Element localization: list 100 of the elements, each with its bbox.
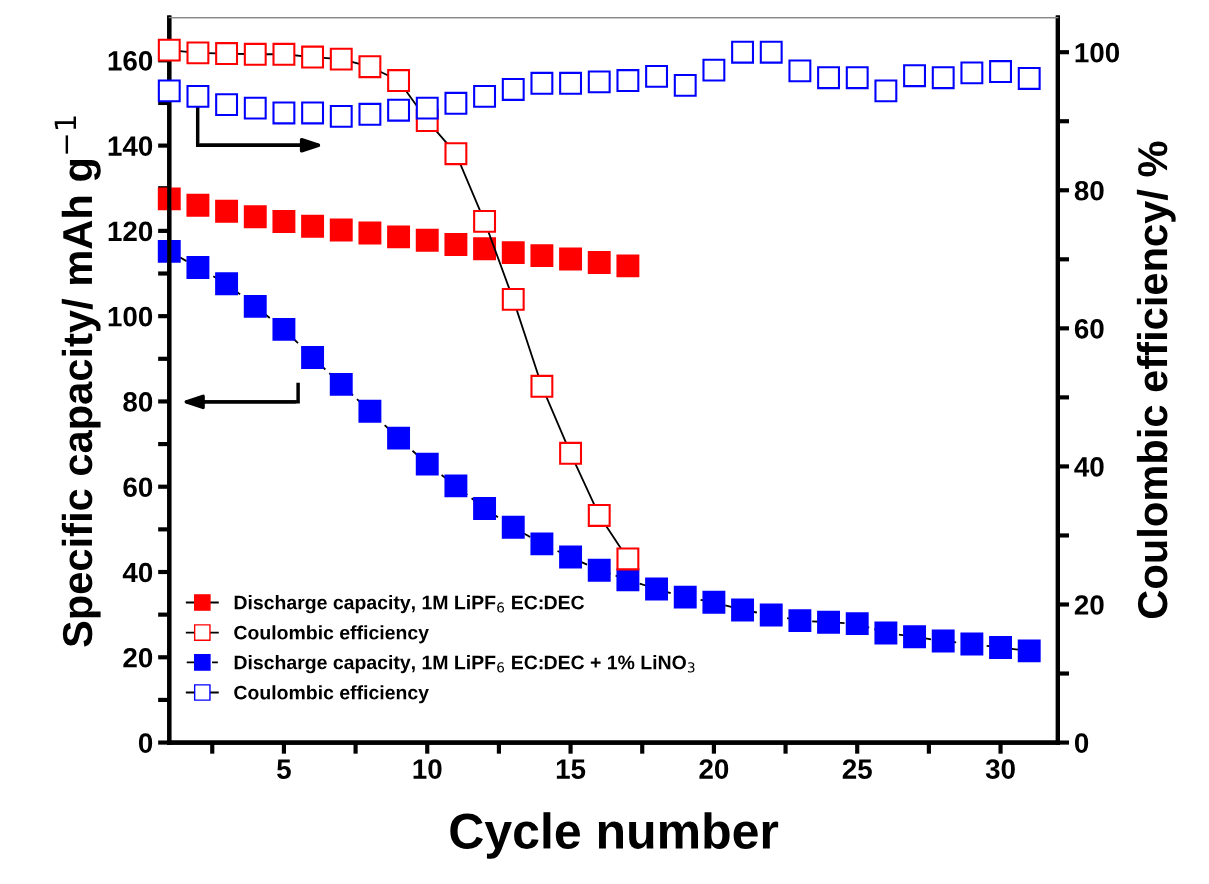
point <box>444 474 468 498</box>
point <box>387 225 411 249</box>
point <box>329 372 353 396</box>
point <box>874 79 898 103</box>
point <box>530 71 554 95</box>
point <box>731 598 755 622</box>
point <box>530 244 554 268</box>
point <box>559 247 583 271</box>
point <box>1017 639 1041 663</box>
point <box>645 64 669 88</box>
point <box>358 399 382 423</box>
point <box>415 228 439 252</box>
point <box>473 497 497 520</box>
point <box>272 210 296 233</box>
point <box>215 199 239 223</box>
legend-label: Discharge capacity, 1M LiPF$_{6}$ EC:DEC + 1% LiNO$_{3}$ <box>234 655 695 674</box>
point <box>817 66 841 90</box>
x-tick-label: 15 <box>556 759 586 779</box>
point <box>616 568 640 592</box>
point <box>559 71 583 95</box>
point <box>673 585 697 609</box>
point <box>444 142 468 166</box>
y2-tick-label: 40 <box>1074 457 1104 477</box>
point <box>501 515 525 539</box>
y-tick-label: 120 <box>108 221 153 242</box>
point <box>501 241 525 265</box>
x-tick-label: 25 <box>842 759 872 779</box>
point <box>473 84 497 108</box>
point <box>301 101 325 125</box>
point <box>845 66 869 90</box>
point <box>301 214 325 238</box>
point <box>473 237 497 261</box>
point <box>301 346 325 369</box>
point <box>845 612 869 636</box>
y-tick-label: 20 <box>123 647 153 668</box>
legend-label: Discharge capacity, 1M LiPF$_{6}$ EC:DEC <box>234 595 585 614</box>
point <box>415 96 439 120</box>
point <box>186 193 210 217</box>
y2-axis-title: Coulombic efficiency/ % <box>1136 141 1176 619</box>
point <box>702 58 726 82</box>
point <box>387 426 411 450</box>
point <box>358 55 382 79</box>
point <box>587 70 611 94</box>
y-tick-label: 40 <box>122 562 153 583</box>
point <box>501 287 525 311</box>
point <box>329 104 353 128</box>
point <box>530 532 554 556</box>
point <box>501 78 525 101</box>
point <box>243 205 267 229</box>
y2-tick-label: 20 <box>1074 595 1104 615</box>
point <box>272 317 296 341</box>
point <box>444 233 468 256</box>
point <box>587 250 611 274</box>
point <box>186 41 210 65</box>
x-tick-label: 10 <box>413 759 442 779</box>
point <box>903 64 927 88</box>
point <box>186 84 210 108</box>
point <box>931 629 955 653</box>
point <box>272 101 296 125</box>
point <box>874 621 898 645</box>
y-tick-label: 160 <box>108 50 153 71</box>
point <box>157 79 181 103</box>
y-tick-label: 140 <box>108 136 153 156</box>
point <box>616 254 640 278</box>
point <box>645 577 669 601</box>
point <box>931 66 955 90</box>
point <box>358 102 382 126</box>
point <box>243 96 267 120</box>
point <box>387 98 411 122</box>
x-axis-title: Cycle number <box>450 812 779 859</box>
point <box>473 209 497 233</box>
y2-tick-label: 0 <box>1074 733 1089 753</box>
point <box>329 47 353 71</box>
y2-tick-label: 80 <box>1074 180 1104 201</box>
point <box>788 609 812 633</box>
point <box>960 61 984 85</box>
point <box>272 42 296 66</box>
point <box>817 610 841 634</box>
point <box>329 218 353 242</box>
point <box>759 603 783 627</box>
y2-tick-label: 60 <box>1074 319 1104 339</box>
x-tick-label: 5 <box>277 759 291 779</box>
point <box>387 69 411 92</box>
x-tick-label: 30 <box>985 759 1015 779</box>
point <box>616 547 640 571</box>
point <box>157 38 181 62</box>
point <box>989 636 1012 659</box>
y-axis-title: Specific capacity/ mAh g$^{−1}$ <box>54 116 101 647</box>
legend-label: Coulombic efficiency <box>234 685 429 704</box>
point <box>788 59 812 83</box>
point <box>415 452 439 476</box>
point <box>243 42 267 66</box>
point <box>1017 66 1041 90</box>
point <box>587 503 611 527</box>
point <box>530 374 554 398</box>
y-tick-label: 60 <box>123 477 153 498</box>
y-tick-label: 100 <box>108 306 153 327</box>
point <box>215 272 239 296</box>
point <box>960 632 984 656</box>
point <box>301 45 325 69</box>
